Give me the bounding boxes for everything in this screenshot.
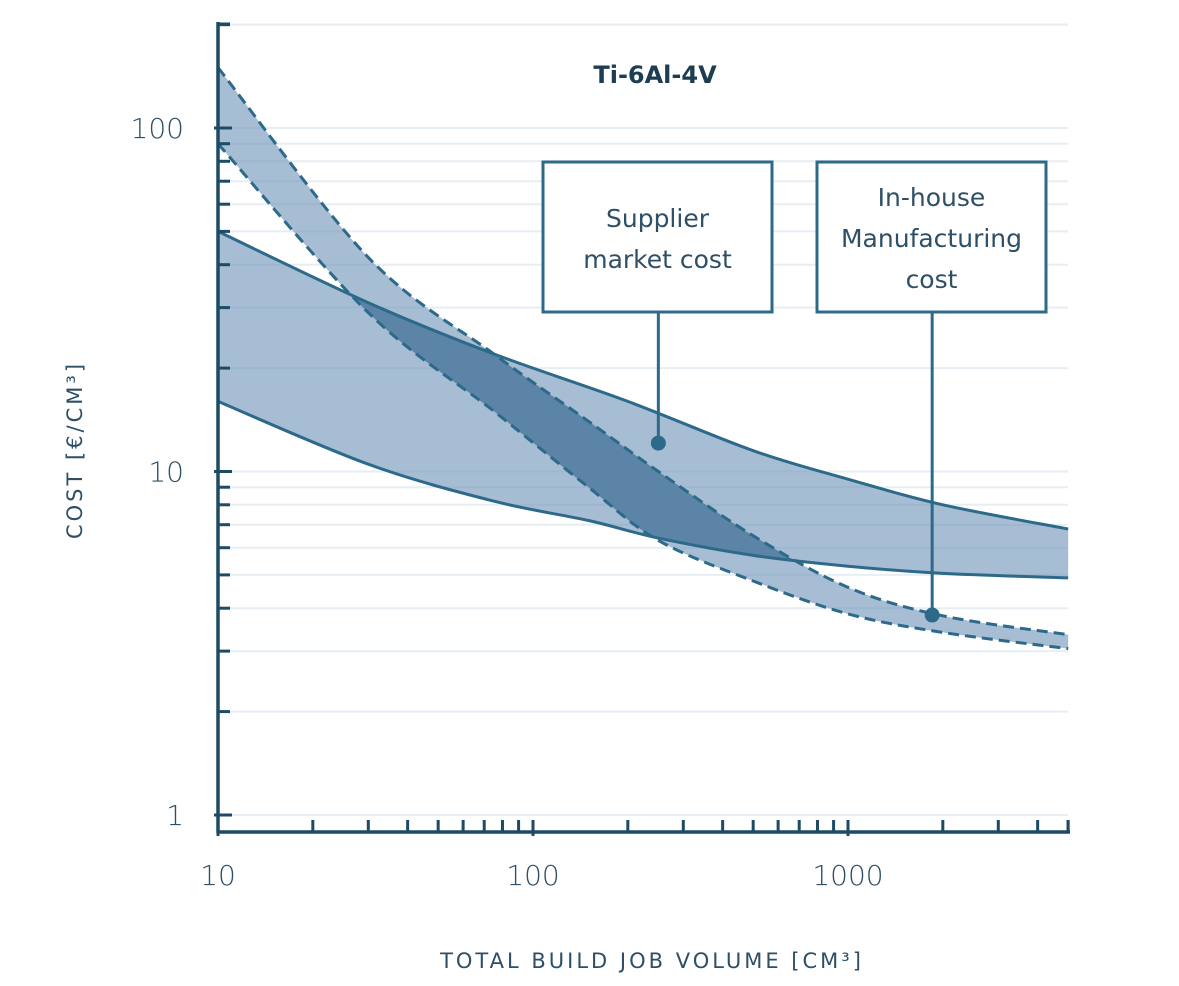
axes (214, 22, 1070, 836)
x-tick-label: 1000 (812, 859, 883, 892)
inhouse-upper-line (216, 66, 1069, 637)
supplier-lower-line (217, 400, 1069, 580)
callout-label: market cost (583, 245, 732, 274)
callout-label: In-house (878, 183, 986, 212)
y-tick-label: 10 (148, 456, 184, 489)
chart-title: Ti-6Al-4V (593, 61, 717, 89)
y-tick-label: 100 (131, 112, 184, 145)
callout-marker (924, 607, 940, 623)
callout-label: Manufacturing (841, 224, 1022, 253)
tick-labels: 10 100 1000 1 10 100 (131, 112, 884, 892)
callout-box (541, 160, 774, 314)
y-tick-label: 1 (166, 799, 184, 832)
inhouse-lower-line (216, 142, 1069, 651)
cost-bands (216, 66, 1069, 651)
supplier-upper-line (217, 230, 1069, 531)
y-axis-title: COST [€/CM³] (63, 361, 87, 539)
callouts: Supplier market cost In-house Manufacturing… (541, 160, 1048, 623)
x-tick-label: 100 (506, 859, 559, 892)
callout-label: Supplier (606, 204, 710, 233)
supplier-band-fill (218, 231, 1069, 578)
callout-marker (650, 435, 666, 451)
callout-box (815, 160, 1048, 314)
callout-label: cost (906, 265, 958, 294)
x-axis-title: TOTAL BUILD JOB VOLUME [CM³] (439, 949, 864, 973)
x-tick-label: 10 (200, 859, 236, 892)
